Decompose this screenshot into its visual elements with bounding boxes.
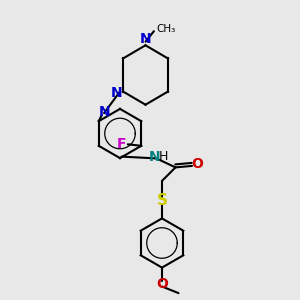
Text: O: O (156, 277, 168, 291)
Text: H: H (158, 150, 168, 164)
Text: N: N (98, 105, 110, 118)
Text: CH₃: CH₃ (156, 24, 175, 34)
Text: N: N (140, 32, 151, 46)
Text: F: F (117, 137, 127, 151)
Text: N: N (149, 150, 160, 164)
Text: S: S (157, 193, 167, 208)
Text: N: N (111, 86, 122, 100)
Text: O: O (191, 158, 203, 171)
